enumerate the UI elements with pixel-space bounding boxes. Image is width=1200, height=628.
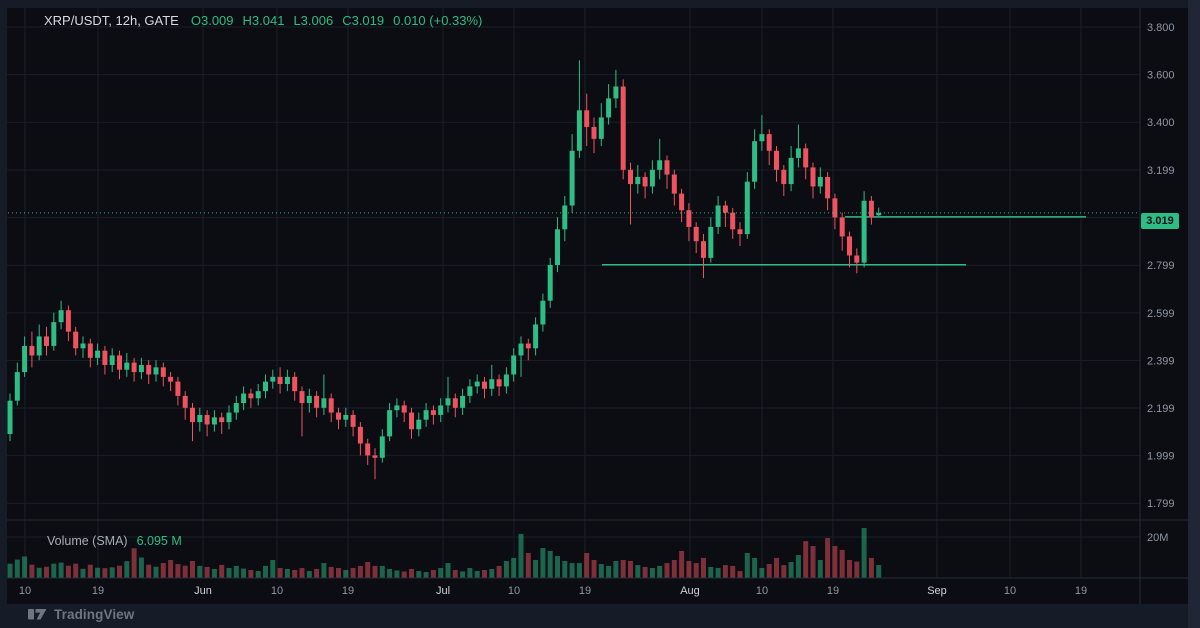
chart-plot[interactable]: 3.8003.6003.4003.1992.9992.7992.5992.399… bbox=[0, 8, 1188, 604]
svg-text:Jul: Jul bbox=[436, 585, 450, 597]
tradingview-brand-text: TradingView bbox=[54, 606, 135, 622]
svg-text:2.199: 2.199 bbox=[1147, 403, 1175, 415]
symbol-legend: XRP/USDT, 12h, GATE O3.009 H3.041 L3.006 C3.… bbox=[44, 13, 491, 29]
svg-text:Sep: Sep bbox=[927, 585, 947, 597]
svg-text:19: 19 bbox=[342, 585, 354, 597]
svg-text:20M: 20M bbox=[1147, 532, 1168, 544]
last-price-badge: 3.019 bbox=[1141, 213, 1179, 229]
price-axis[interactable]: 3.8003.6003.4003.1992.9992.7992.5992.399… bbox=[1147, 22, 1175, 544]
svg-text:1.999: 1.999 bbox=[1147, 451, 1175, 463]
volume-bars bbox=[7, 527, 882, 578]
legend-high: H3.041 bbox=[242, 13, 285, 28]
support-lines bbox=[602, 216, 1086, 266]
svg-text:3.800: 3.800 bbox=[1147, 22, 1175, 34]
svg-text:10: 10 bbox=[1004, 585, 1016, 597]
svg-text:10: 10 bbox=[756, 585, 768, 597]
symbol-title[interactable]: XRP/USDT, 12h, GATE bbox=[44, 13, 179, 28]
axis-separators bbox=[0, 8, 1188, 604]
svg-text:2.399: 2.399 bbox=[1147, 355, 1175, 367]
frame-right-strip bbox=[1188, 0, 1200, 628]
svg-text:3.199: 3.199 bbox=[1147, 165, 1175, 177]
frame-left-strip bbox=[0, 8, 7, 604]
svg-text:Aug: Aug bbox=[680, 585, 700, 597]
volume-legend-title[interactable]: Volume (SMA) bbox=[47, 534, 128, 548]
tradingview-logo-icon bbox=[28, 609, 47, 620]
svg-text:10: 10 bbox=[19, 585, 31, 597]
chart-canvas[interactable]: 3.8003.6003.4003.1992.9992.7992.5992.399… bbox=[0, 8, 1188, 604]
volume-legend-value: 6.095 M bbox=[136, 534, 182, 548]
legend-close: C3.019 bbox=[342, 13, 385, 28]
tradingview-attribution-link[interactable]: TradingView bbox=[28, 605, 134, 623]
grid-lines bbox=[7, 8, 1140, 578]
legend-change: 0.010 (+0.33%) bbox=[393, 13, 483, 28]
svg-text:10: 10 bbox=[271, 585, 283, 597]
candlesticks bbox=[7, 60, 882, 480]
svg-text:19: 19 bbox=[579, 585, 591, 597]
svg-text:19: 19 bbox=[1075, 585, 1087, 597]
svg-text:19: 19 bbox=[92, 585, 104, 597]
svg-text:1.799: 1.799 bbox=[1147, 498, 1175, 510]
svg-text:3.600: 3.600 bbox=[1147, 70, 1175, 82]
svg-text:2.599: 2.599 bbox=[1147, 308, 1175, 320]
legend-open: O3.009 bbox=[190, 13, 234, 28]
svg-text:19: 19 bbox=[827, 585, 839, 597]
svg-text:3.400: 3.400 bbox=[1147, 117, 1175, 129]
svg-text:Jun: Jun bbox=[194, 585, 212, 597]
svg-text:10: 10 bbox=[508, 585, 520, 597]
volume-legend: Volume (SMA) 6.095 M bbox=[47, 534, 182, 549]
svg-text:2.799: 2.799 bbox=[1147, 260, 1175, 272]
legend-low: L3.006 bbox=[293, 13, 334, 28]
time-axis[interactable]: 10 19 Jun 10 19 Jul 10 19 Aug 10 19 Sep 10 19 bbox=[19, 585, 1087, 597]
